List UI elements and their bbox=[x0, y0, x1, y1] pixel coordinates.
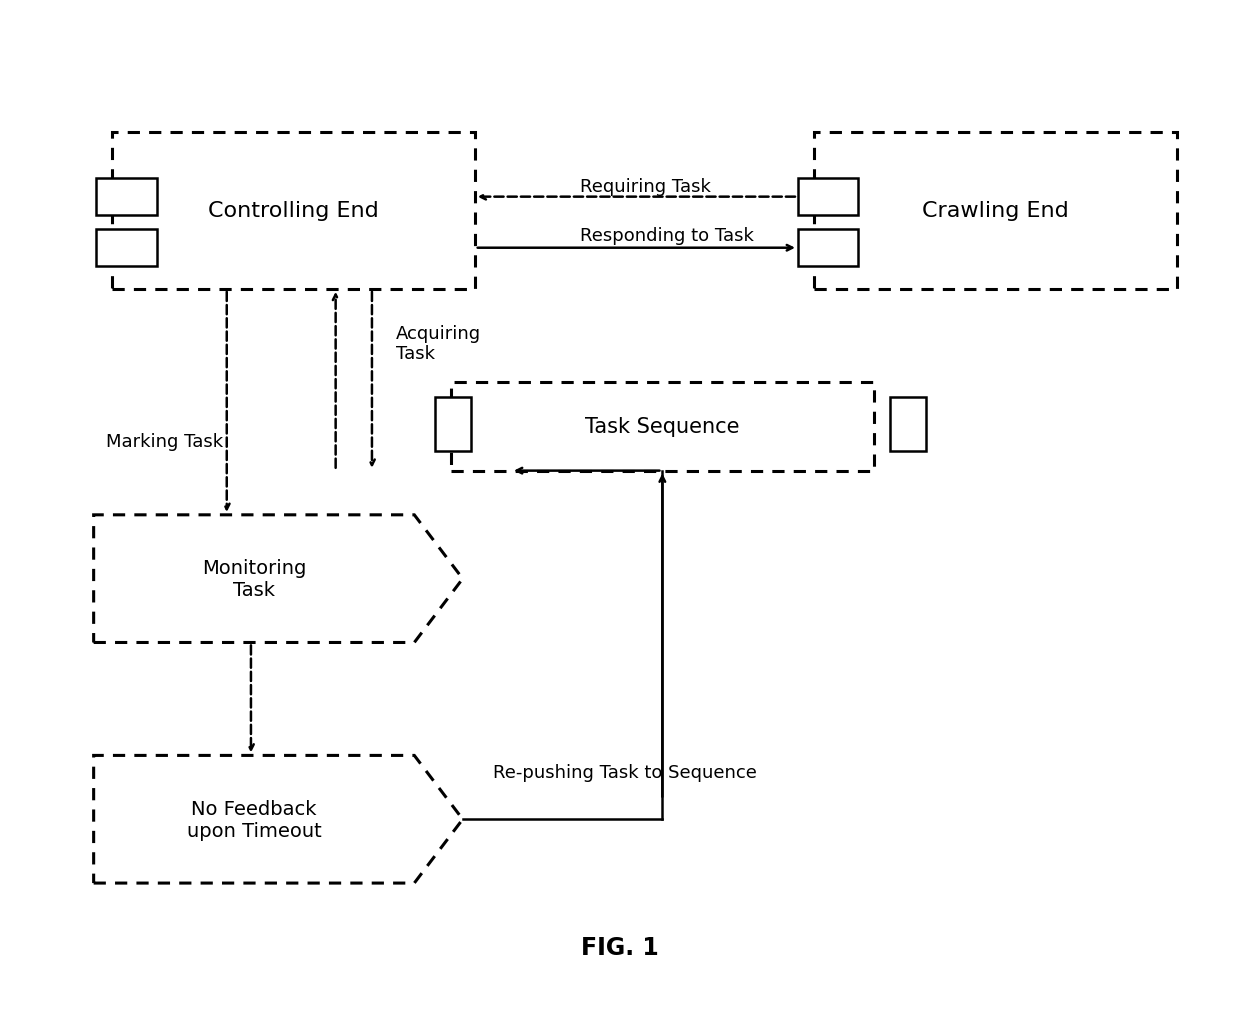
Text: Monitoring
Task: Monitoring Task bbox=[202, 559, 306, 600]
FancyBboxPatch shape bbox=[890, 397, 926, 452]
Text: No Feedback
upon Timeout: No Feedback upon Timeout bbox=[186, 799, 321, 840]
FancyBboxPatch shape bbox=[797, 229, 858, 267]
Text: Re-pushing Task to Sequence: Re-pushing Task to Sequence bbox=[494, 763, 756, 782]
Polygon shape bbox=[94, 755, 463, 884]
Text: Crawling End: Crawling End bbox=[921, 201, 1069, 221]
Text: Task Sequence: Task Sequence bbox=[585, 417, 739, 437]
Text: Acquiring
Task: Acquiring Task bbox=[396, 325, 481, 363]
FancyBboxPatch shape bbox=[95, 229, 156, 267]
FancyBboxPatch shape bbox=[797, 179, 858, 216]
Text: Marking Task: Marking Task bbox=[105, 433, 223, 451]
Text: Responding to Task: Responding to Task bbox=[580, 226, 754, 245]
Text: Controlling End: Controlling End bbox=[208, 201, 378, 221]
Text: FIG. 1: FIG. 1 bbox=[582, 935, 658, 959]
Polygon shape bbox=[94, 516, 463, 643]
FancyBboxPatch shape bbox=[112, 132, 475, 290]
FancyBboxPatch shape bbox=[450, 383, 874, 471]
FancyBboxPatch shape bbox=[813, 132, 1177, 290]
Text: Requiring Task: Requiring Task bbox=[580, 178, 711, 196]
FancyBboxPatch shape bbox=[95, 179, 156, 216]
FancyBboxPatch shape bbox=[435, 397, 471, 452]
